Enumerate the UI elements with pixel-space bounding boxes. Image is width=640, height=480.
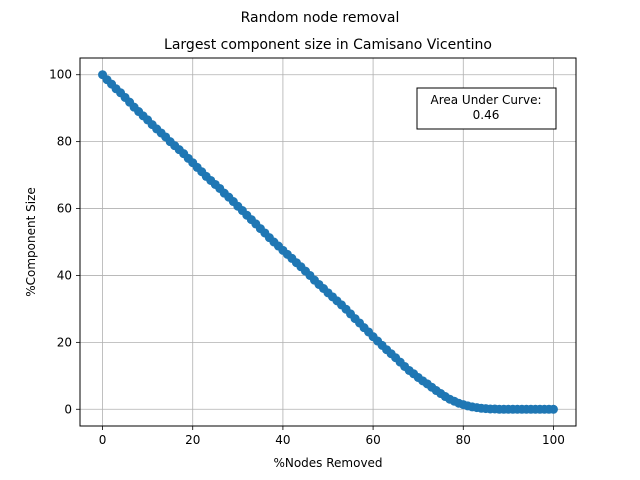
annotation-line-1: Area Under Curve: bbox=[430, 93, 541, 107]
grid bbox=[80, 58, 576, 426]
annotation-line-2: 0.46 bbox=[473, 108, 500, 122]
annotation-box: Area Under Curve: 0.46 bbox=[416, 87, 557, 130]
chart-title: Largest component size in Camisano Vicen… bbox=[164, 37, 492, 53]
figure-suptitle: Random node removal bbox=[241, 10, 400, 26]
x-tick-label: 20 bbox=[185, 433, 200, 447]
plot-frame bbox=[79, 57, 577, 427]
y-tick-label: 40 bbox=[57, 268, 72, 282]
x-tick-label: 100 bbox=[542, 433, 565, 447]
x-tick-label: 60 bbox=[365, 433, 380, 447]
data-point bbox=[548, 404, 558, 414]
axis-ticks: 0 20 40 60 80 100 0 20 40 60 80 100 bbox=[49, 68, 565, 447]
x-tick-label: 80 bbox=[456, 433, 471, 447]
y-tick-label: 80 bbox=[57, 135, 72, 149]
y-tick-label: 60 bbox=[57, 202, 72, 216]
series-layer bbox=[98, 70, 558, 414]
annotation-frame bbox=[416, 87, 557, 130]
x-tick-label: 0 bbox=[99, 433, 107, 447]
y-tick-label: 20 bbox=[57, 335, 72, 349]
y-tick-label: 0 bbox=[64, 402, 72, 416]
x-tick-label: 40 bbox=[275, 433, 290, 447]
y-tick-label: 100 bbox=[49, 68, 72, 82]
x-axis-label: %Nodes Removed bbox=[273, 456, 382, 470]
y-axis-label: %Component Size bbox=[24, 187, 38, 297]
